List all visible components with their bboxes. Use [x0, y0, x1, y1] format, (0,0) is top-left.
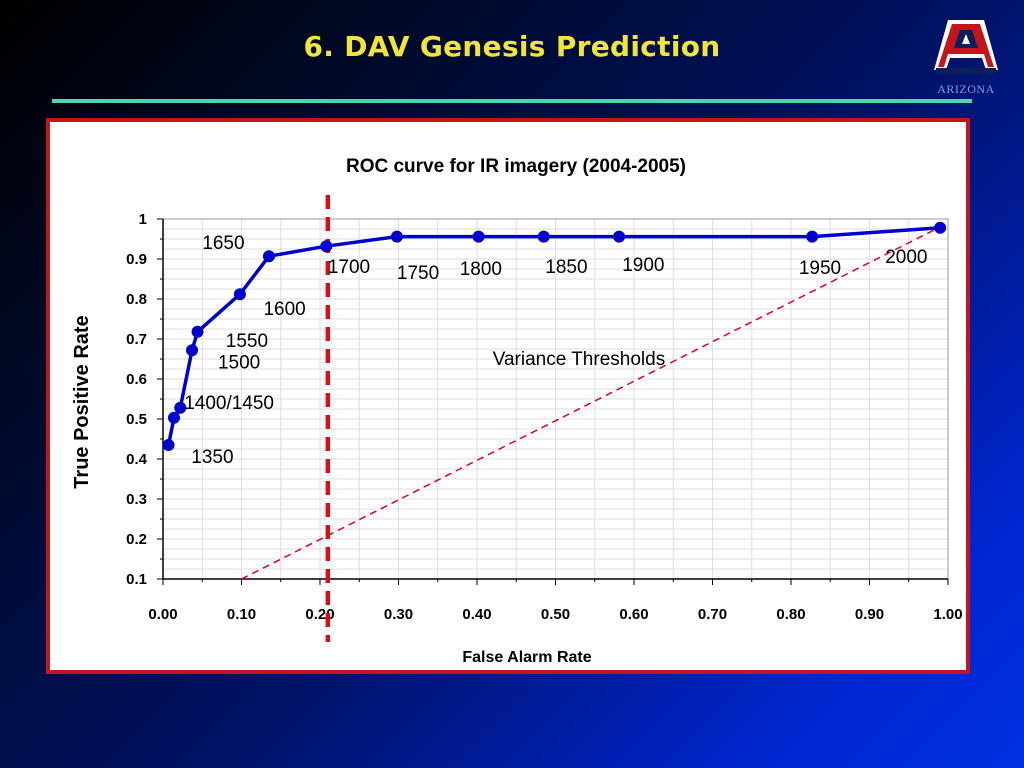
logo-wordmark: ARIZONA [937, 82, 995, 96]
reference-diagonal-line [241, 226, 941, 580]
y-axis-label: True Positive Rate [71, 315, 93, 488]
point-annotation: 1350 [191, 447, 233, 468]
roc-point[interactable] [934, 221, 947, 234]
x-tick-label: 0.70 [698, 606, 727, 623]
university-logo: ARIZONA [930, 18, 1002, 104]
y-tick-label: 0.7 [126, 331, 147, 348]
roc-point[interactable] [537, 230, 550, 243]
y-tick-label: 0.1 [126, 571, 147, 588]
point-annotation: 1950 [799, 258, 841, 279]
point-annotation: 1600 [263, 299, 305, 320]
roc-point[interactable] [191, 325, 204, 338]
point-annotation: 1800 [460, 259, 502, 280]
roc-point[interactable] [806, 230, 819, 243]
x-tick-label: 0.40 [462, 606, 491, 623]
chart-title: ROC curve for IR imagery (2004-2005) [346, 156, 686, 177]
title-underline [52, 99, 972, 103]
roc-point[interactable] [162, 439, 175, 451]
roc-chart: 0.00 0.10 0.20 0.30 0.40 0.50 0.60 0.70 0.80 0.90… [71, 156, 963, 666]
x-tick-label: 0.80 [776, 606, 805, 623]
series-layer [162, 221, 947, 451]
y-tick-label: 0.9 [126, 251, 147, 268]
roc-point[interactable] [472, 230, 485, 243]
point-annotation: 2000 [885, 247, 927, 268]
point-annotation: 1700 [328, 257, 370, 278]
block-a-icon [934, 20, 998, 74]
roc-point[interactable] [613, 230, 626, 243]
slide-title: 6. DAV Genesis Prediction [303, 30, 721, 63]
y-tick-label: 0.6 [126, 371, 147, 388]
roc-point[interactable] [390, 230, 403, 243]
point-annotation: 1900 [622, 255, 664, 276]
y-tick-label: 0.5 [126, 411, 147, 428]
x-tick-label: 0.10 [227, 606, 256, 623]
point-annotation: 1550 [226, 331, 268, 352]
y-tick-label: 0.4 [126, 451, 148, 468]
y-tick-label: 1 [139, 211, 147, 228]
point-annotation: 1400/1450 [184, 393, 274, 414]
x-tick-label: 0.30 [384, 606, 413, 623]
x-tick-label: 0.00 [148, 606, 177, 623]
x-tick-label: 1.00 [933, 606, 962, 623]
roc-point[interactable] [233, 288, 246, 301]
roc-point[interactable] [174, 401, 187, 414]
y-tick-label: 0.2 [126, 531, 147, 548]
roc-point[interactable] [262, 250, 275, 263]
reference-line-layer [241, 195, 941, 642]
point-annotation: Variance Thresholds [493, 349, 666, 370]
roc-point[interactable] [320, 240, 333, 253]
x-tick-label: 0.20 [305, 606, 334, 623]
x-axis-label: False Alarm Rate [462, 649, 591, 666]
chart-panel: 0.00 0.10 0.20 0.30 0.40 0.50 0.60 0.70 0.80 0.90… [46, 118, 970, 674]
x-tick-label: 0.60 [619, 606, 648, 623]
y-tick-label: 0.3 [126, 491, 147, 508]
roc-curve-line [166, 226, 941, 446]
roc-point[interactable] [167, 411, 180, 424]
roc-point[interactable] [186, 344, 199, 357]
x-tick-label: 0.90 [855, 606, 884, 623]
y-tick-label: 0.8 [126, 291, 147, 308]
x-tick-label: 0.50 [541, 606, 570, 623]
point-annotation: 1650 [202, 233, 244, 254]
point-annotation: 1850 [545, 257, 587, 278]
point-annotation: 1750 [397, 263, 439, 284]
point-annotation: 1500 [218, 353, 260, 374]
